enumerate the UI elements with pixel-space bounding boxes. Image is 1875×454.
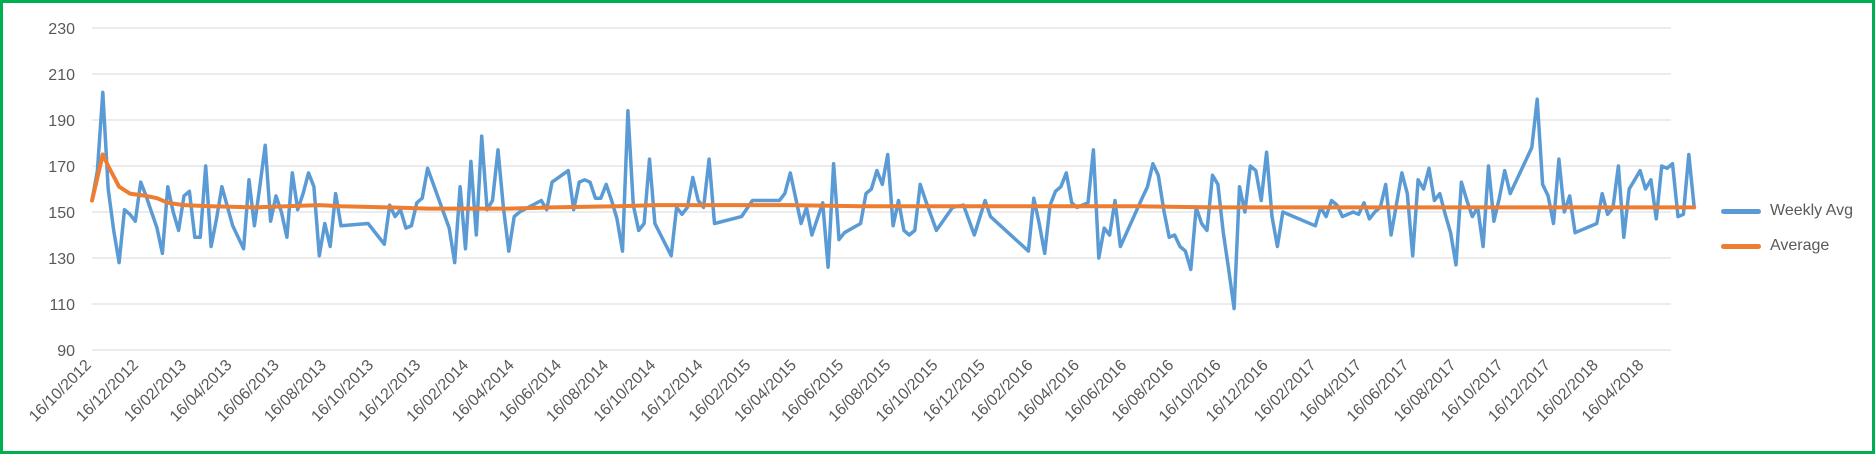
legend-label-average: Average (1770, 237, 1830, 254)
y-tick-label: 110 (49, 297, 75, 314)
legend-item-average: Average (1721, 234, 1853, 258)
line-chart: 90 110 130 150 170 190 210 230 16/10/201216/12/… (26, 21, 1697, 426)
legend-swatch-weekly-avg (1721, 208, 1761, 214)
series-line-weekly-avg (90, 90, 1696, 311)
legend-label-weekly-avg: Weekly Avg (1770, 202, 1854, 219)
y-axis-tick-labels: 90 110 130 150 170 190 210 230 (48, 21, 75, 360)
y-tick-label: 230 (48, 21, 75, 38)
y-tick-label: 210 (48, 67, 75, 84)
y-tick-label: 170 (48, 159, 75, 176)
y-tick-label: 190 (48, 113, 75, 130)
y-tick-label: 150 (48, 205, 75, 222)
legend: Weekly Avg Average (1721, 199, 1853, 269)
x-axis-tick-labels: 16/10/201216/12/201216/02/201316/04/2013… (26, 357, 1647, 426)
series-line-average (90, 152, 1697, 211)
legend-swatch-average (1721, 243, 1761, 249)
legend-item-weekly-avg: Weekly Avg (1721, 199, 1853, 223)
gridlines (92, 27, 1671, 351)
y-tick-label: 90 (57, 343, 75, 360)
series-lines (90, 90, 1697, 311)
y-tick-label: 130 (48, 251, 75, 268)
